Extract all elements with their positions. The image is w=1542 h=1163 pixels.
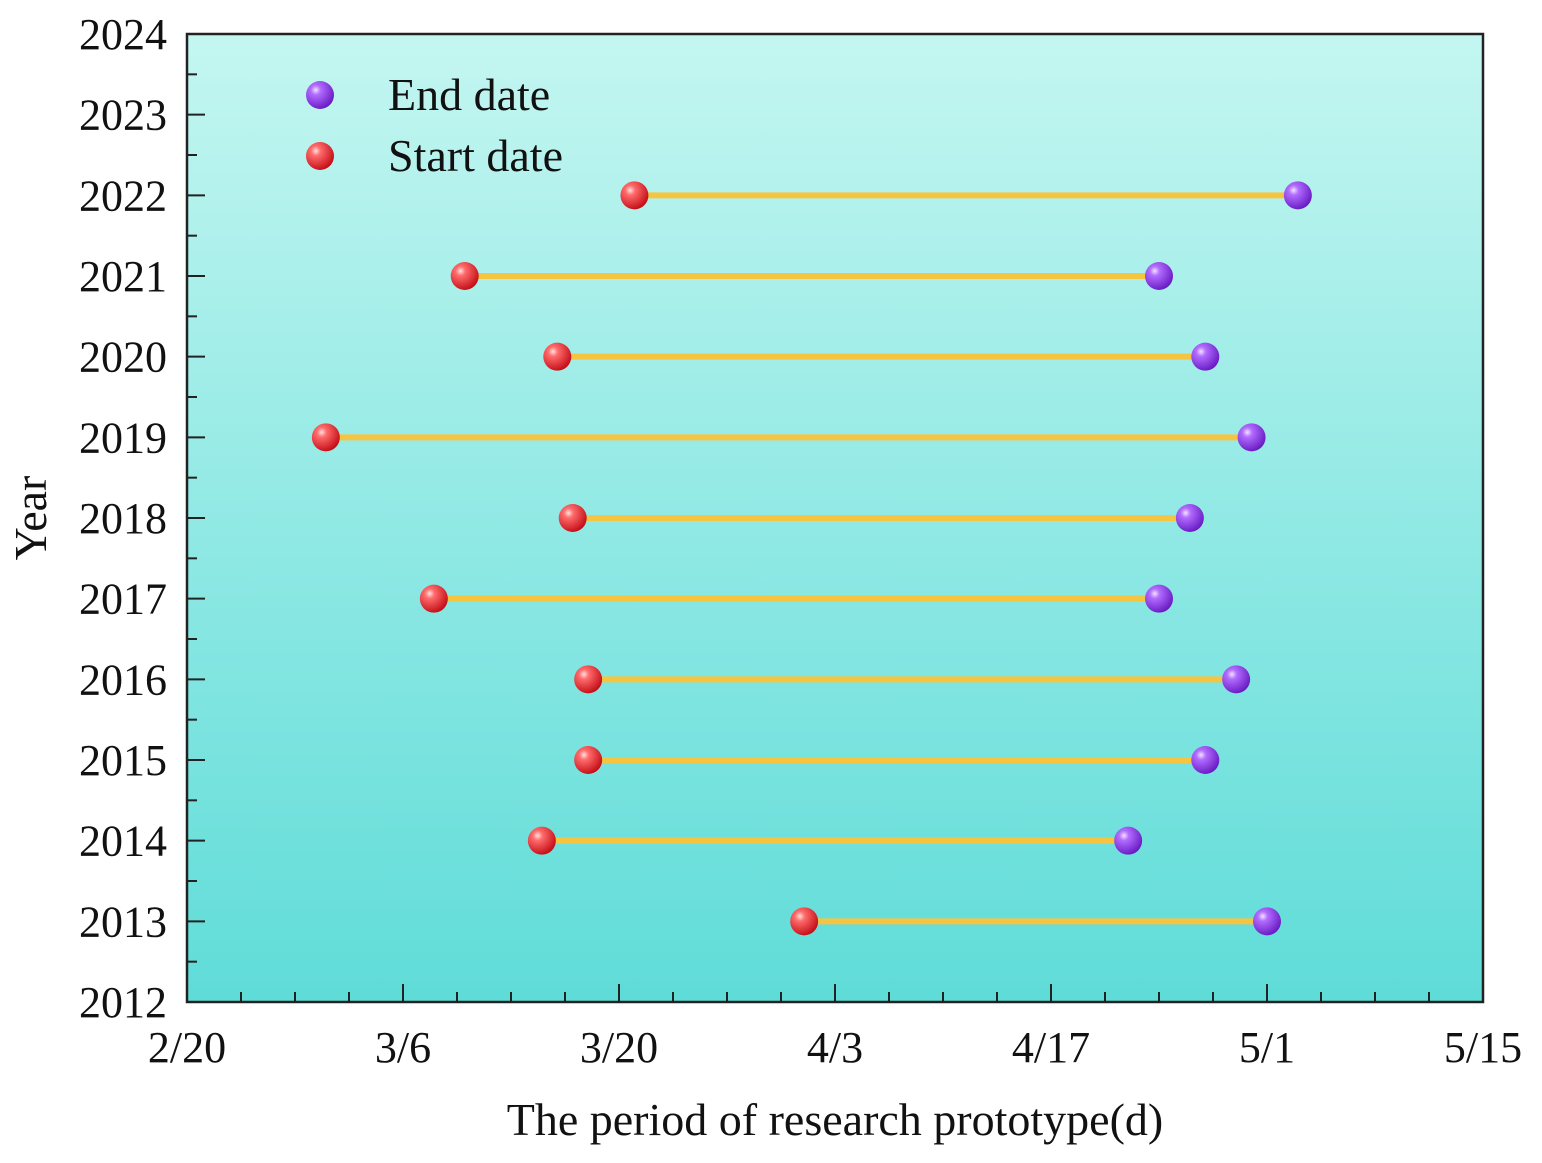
y-tick-label: 2024 [79,10,167,59]
y-tick-label: 2022 [79,171,167,220]
end-date-point-2020 [1191,342,1220,371]
end-date-point-2013 [1253,907,1281,936]
y-tick-label: 2021 [79,252,167,301]
legend: End date Start date [306,69,563,181]
start-date-point-2017 [419,584,448,613]
start-date-point-2021 [450,262,479,290]
legend-end-date-label: End date [388,69,550,120]
end-date-point-2018 [1175,504,1204,532]
end-date-point-2022 [1283,181,1312,210]
end-date-point-2015 [1191,746,1220,774]
end-date-point-2016 [1222,665,1251,694]
x-tick-label: 3/20 [580,1023,658,1072]
y-tick-label: 2013 [79,897,167,946]
start-date-point-2015 [574,746,603,774]
y-tick-label: 2015 [79,736,167,785]
marker-layer [311,181,1312,936]
x-axis: 2/20 3/6 3/20 4/3 4/17 5/1 5/15 [148,984,1522,1072]
y-tick-label: 2016 [79,655,167,704]
x-tick-label: 5/1 [1239,1023,1295,1072]
y-tick-label: 2012 [79,978,167,1027]
y-tick-label: 2023 [79,91,167,140]
connector-layer [325,192,1298,925]
y-tick-label: 2018 [79,494,167,543]
y-axis-title: Year [5,476,56,561]
end-date-point-2019 [1237,423,1266,452]
legend-end-date-marker [306,81,334,109]
legend-start-date-marker [306,142,334,170]
y-axis: 2012 2013 2014 2015 2016 2017 2018 2019 2020 2021… [79,10,205,1027]
x-tick-label: 2/20 [148,1023,226,1072]
x-tick-label: 4/3 [807,1023,863,1072]
y-tick-label: 2014 [79,817,167,866]
y-tick-label: 2017 [79,575,167,624]
y-tick-label: 2020 [79,333,167,382]
x-tick-label: 3/6 [375,1023,431,1072]
end-date-point-2021 [1145,262,1173,290]
end-date-point-2017 [1145,584,1173,613]
start-date-point-2018 [558,504,587,532]
end-date-point-2014 [1114,826,1143,855]
start-date-point-2020 [543,342,572,371]
x-tick-label: 4/17 [1012,1023,1090,1072]
legend-start-date-label: Start date [388,130,563,181]
start-date-point-2016 [574,665,603,694]
start-date-point-2022 [620,181,649,210]
start-date-point-2019 [311,423,340,452]
start-date-point-2013 [790,907,819,936]
x-tick-label: 5/15 [1444,1023,1522,1072]
start-date-point-2014 [527,826,556,855]
x-axis-title: The period of research prototype(d) [507,1094,1164,1145]
y-tick-label: 2019 [79,413,167,462]
